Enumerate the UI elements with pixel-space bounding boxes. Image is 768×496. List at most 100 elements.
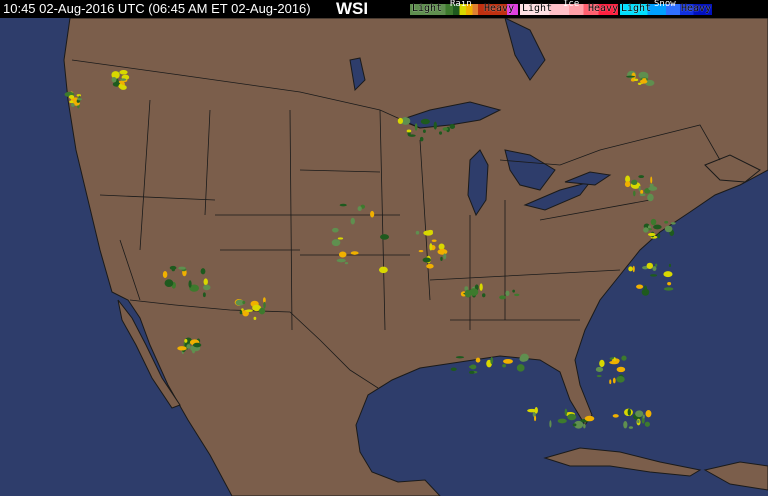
ice-scale <box>520 4 618 15</box>
radar-echo <box>455 356 465 359</box>
radar-echo <box>633 78 639 82</box>
radar-echo <box>464 286 469 291</box>
radar-echo <box>338 251 347 258</box>
radar-echo <box>616 366 626 373</box>
radar-echo <box>437 248 448 255</box>
radar-echo <box>623 420 628 429</box>
radar-echo <box>162 270 168 278</box>
radar-echo <box>420 118 430 125</box>
hudson-bay <box>504 18 546 81</box>
radar-echo <box>667 281 672 286</box>
radar-echo <box>514 293 520 297</box>
radar-echo <box>339 203 347 207</box>
radar-echo <box>639 193 646 197</box>
radar-echo <box>433 121 437 130</box>
radar-echo <box>512 289 515 293</box>
radar-echo <box>111 76 117 83</box>
cuba <box>543 447 702 477</box>
radar-echo <box>378 266 388 274</box>
radar-echo <box>627 408 631 416</box>
radar-echo <box>647 232 656 237</box>
radar-echo <box>71 103 75 107</box>
ice-heavy-label: Heavy <box>588 3 619 14</box>
radar-echo <box>650 218 657 226</box>
lake-michigan <box>467 149 489 217</box>
radar-echo <box>332 227 339 233</box>
north-america-landmass <box>63 18 768 496</box>
radar-echo <box>400 117 411 125</box>
radar-echo <box>68 95 75 99</box>
radar-echo <box>631 179 638 185</box>
radar-echo <box>427 229 433 233</box>
radar-echo <box>239 310 243 315</box>
radar-echo <box>638 185 641 192</box>
radar-echo <box>534 407 538 414</box>
radar-echoes <box>64 70 676 429</box>
radar-echo <box>177 346 187 351</box>
radar-echo <box>636 284 644 289</box>
radar-echo <box>646 262 654 269</box>
radar-echo <box>419 136 424 142</box>
radar-echo <box>422 129 426 133</box>
radar-echo <box>242 310 245 314</box>
rain-title: Rain <box>450 0 472 9</box>
radar-echo <box>655 263 658 267</box>
radar-echo <box>262 297 266 304</box>
radar-echo <box>380 234 390 240</box>
radar-echo <box>643 227 649 233</box>
radar-echo <box>69 100 74 104</box>
radar-echo <box>111 71 120 79</box>
radar-echo <box>609 360 619 365</box>
radar-echo <box>638 175 645 179</box>
radar-echo <box>641 288 650 296</box>
radar-echo <box>519 355 528 362</box>
radar-echo <box>203 278 208 286</box>
land <box>63 18 768 496</box>
us-mexico-border <box>129 299 379 389</box>
radar-echo <box>337 237 344 240</box>
radar-echo <box>331 239 341 247</box>
radar-map[interactable] <box>0 18 768 496</box>
radar-echo <box>119 70 128 75</box>
radar-echo <box>644 421 650 427</box>
radar-echo <box>534 415 537 422</box>
radar-echo <box>616 376 625 383</box>
radar-echo <box>657 233 661 239</box>
state-lines <box>99 99 651 331</box>
radar-echo <box>242 300 246 305</box>
radar-echo <box>438 243 445 250</box>
radar-echo <box>120 78 127 81</box>
radar-echo <box>567 413 577 421</box>
radar-echo <box>502 363 507 368</box>
radar-echo <box>336 258 346 263</box>
radar-echo <box>632 265 635 273</box>
radar-echo <box>599 359 605 368</box>
radar-echo <box>450 367 457 371</box>
radar-echo <box>609 379 612 385</box>
header-bar: 10:45 02-Aug-2016 UTC (06:45 AM ET 02-Au… <box>0 0 768 18</box>
radar-echo <box>490 356 494 365</box>
rain-light-label: Light <box>412 3 443 14</box>
snow-heavy-label: Heavy <box>681 3 712 14</box>
radar-echo <box>637 82 642 86</box>
radar-echo <box>76 99 80 103</box>
radar-echo <box>663 271 673 278</box>
radar-echo <box>188 280 192 288</box>
radar-echo <box>189 284 200 292</box>
snow-light-label: Light <box>621 3 652 14</box>
radar-echo <box>252 304 262 312</box>
radar-echo <box>397 117 404 124</box>
radar-echo <box>418 250 424 253</box>
radar-echo <box>406 129 412 133</box>
radar-echo <box>449 124 456 129</box>
radar-echo <box>572 423 577 427</box>
radar-echo <box>258 307 266 315</box>
radar-echo <box>621 355 627 361</box>
radar-echo <box>469 288 479 296</box>
radar-echo <box>344 262 349 265</box>
lake-winnipeg <box>349 57 366 92</box>
radar-echo <box>584 415 595 422</box>
radar-echo <box>625 175 631 184</box>
radar-echo <box>253 316 257 321</box>
hispaniola <box>703 461 768 491</box>
